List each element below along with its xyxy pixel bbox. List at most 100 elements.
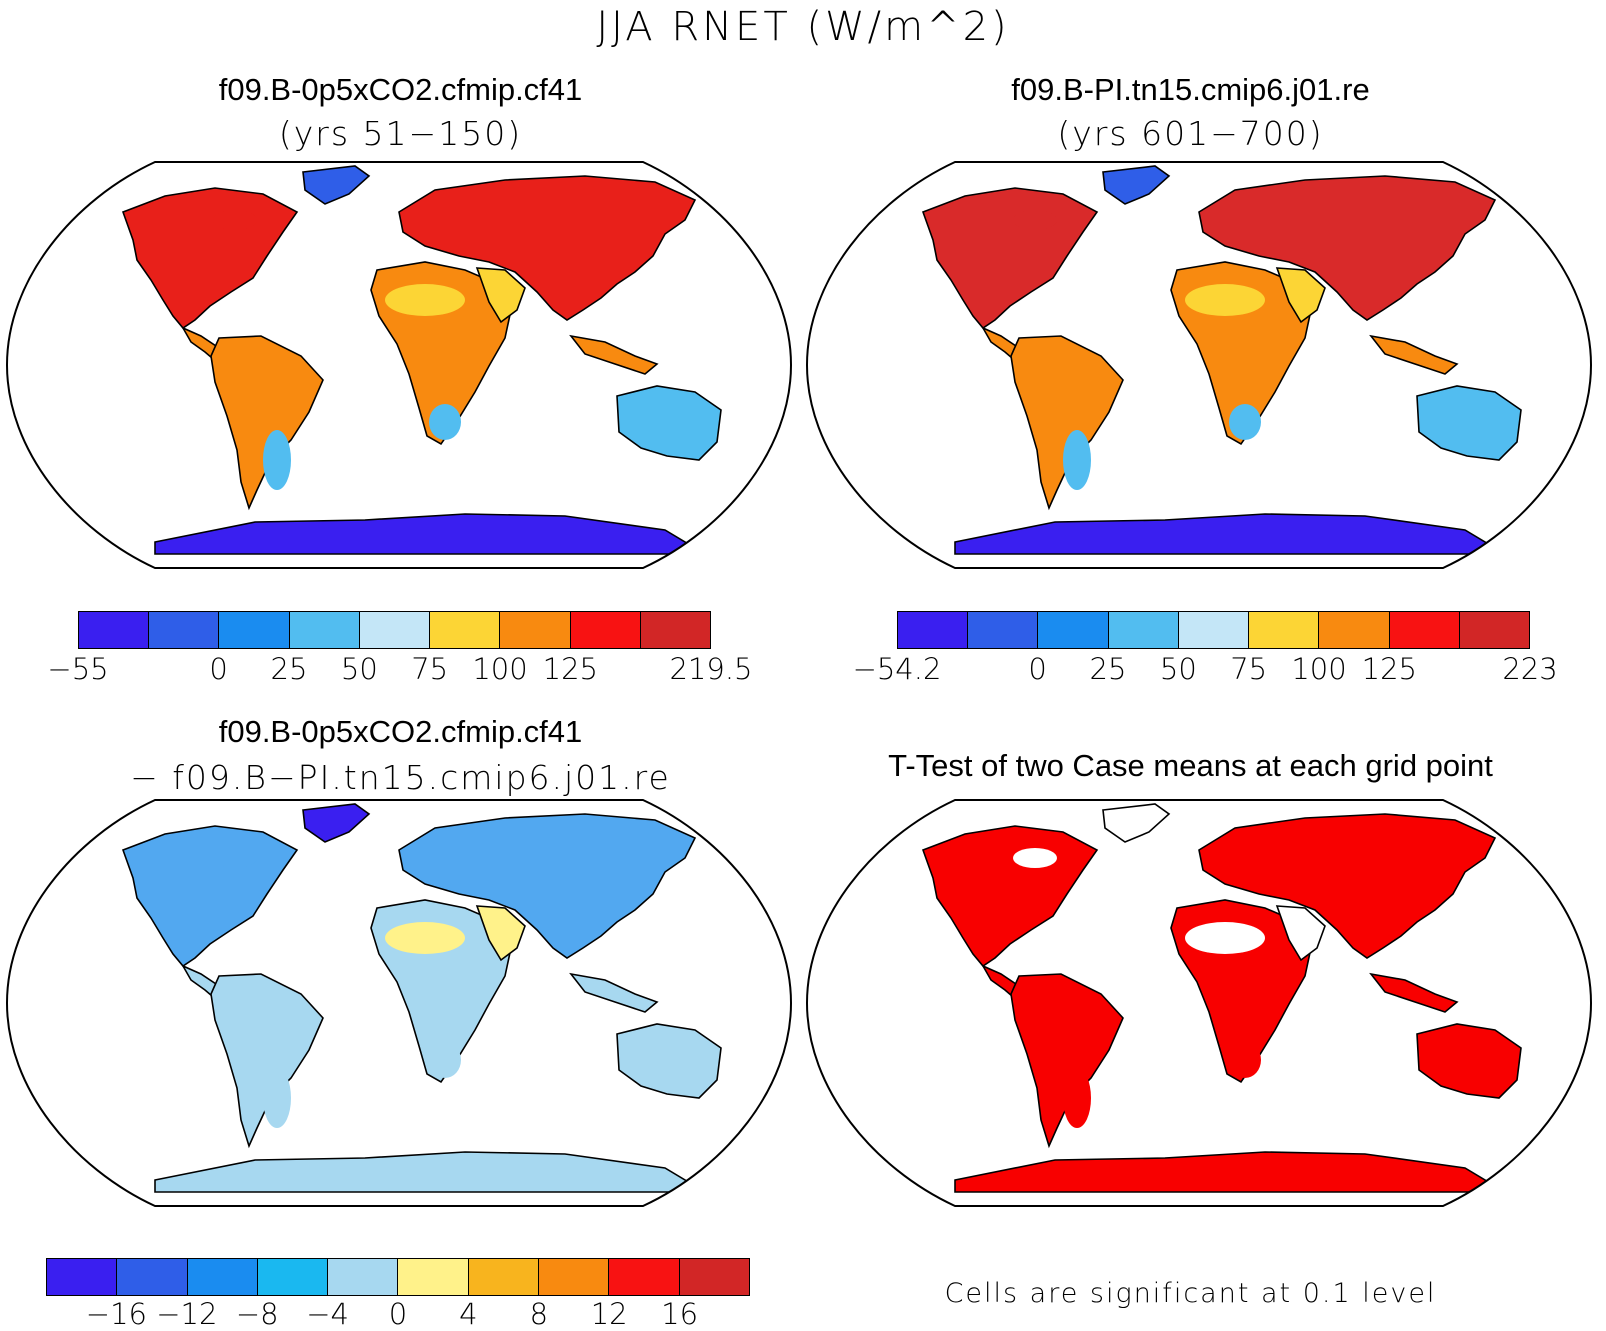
antarctica-region: [954, 513, 1508, 555]
north-america-region: [121, 825, 299, 968]
colorbar-tick-label: 50: [340, 652, 378, 686]
colorbar-bl-labels: −16 −12 −8 −4 0 4 8 12 16: [46, 1297, 750, 1331]
colorbar-swatch: [149, 612, 220, 648]
map-outline: [805, 161, 1593, 569]
colorbar-tick-label: −16: [85, 1297, 147, 1331]
panel-tr-subtitle: (yrs 601−700): [1057, 114, 1324, 153]
colorbar-tl-labels: −55 0 25 50 75 100 125 219.5: [47, 652, 752, 688]
colorbar-tick-label: 100: [472, 652, 528, 686]
map-outline: [805, 799, 1593, 1207]
colorbar-tick-label: 75: [1230, 652, 1268, 686]
arabia-region: [1275, 905, 1326, 962]
colorbar-tick-label: 8: [529, 1297, 549, 1331]
australia-region: [616, 1023, 722, 1099]
canada-patch: [1013, 210, 1057, 230]
colorbar-tick-label: 100: [1291, 652, 1347, 686]
north-america-region: [921, 825, 1099, 968]
map-outline: [5, 799, 793, 1207]
greenland-region: [302, 803, 371, 843]
map-panel-br: [805, 799, 1593, 1207]
southern-south-america-patch: [1063, 1068, 1091, 1128]
colorbar-tick-label: −12: [156, 1297, 218, 1331]
colorbar-swatch: [539, 1259, 610, 1295]
south-america-region: [210, 335, 324, 511]
panel-bl-subtitle: − f09.B−PI.tn15.cmip6.j01.re: [130, 758, 671, 797]
colorbar-swatch: [1178, 612, 1250, 648]
north-america-region: [921, 187, 1099, 330]
eurasia-region: [398, 813, 697, 959]
colorbar-tick-label: 0: [1028, 652, 1047, 686]
colorbar-tick-label: 4: [459, 1297, 478, 1331]
colorbar-bl: [46, 1258, 750, 1296]
map-outline: [5, 161, 793, 569]
maritime-continent-region: [1369, 972, 1459, 1013]
colorbar-tick-label: 0: [209, 652, 228, 686]
colorbar-swatch: [328, 1259, 399, 1295]
greenland-region: [302, 165, 371, 205]
south-america-region: [210, 973, 324, 1149]
colorbar-tr-labels: −54.2 0 25 50 75 100 125 223: [853, 652, 1558, 688]
australia-region: [1416, 1023, 1522, 1099]
panel-tl-title: f09.B-0p5xCO2.cfmip.cf41: [218, 72, 583, 107]
colorbar-swatch: [1389, 612, 1460, 648]
colorbar-tick-label: 25: [1089, 652, 1127, 686]
eurasia-region: [1198, 813, 1497, 959]
sahara-patch: [1185, 922, 1265, 954]
colorbar-swatch: [609, 1259, 680, 1295]
colorbar-tick-label: 75: [411, 652, 449, 686]
colorbar-swatch: [898, 612, 969, 648]
sahara-patch: [385, 922, 465, 954]
panel-tl-subtitle: (yrs 51−150): [278, 114, 523, 153]
antarctica-region: [154, 513, 708, 555]
map-panel-tr: [805, 161, 1593, 569]
colorbar-tick-label: 16: [661, 1297, 699, 1331]
eurasia-region: [398, 175, 697, 321]
colorbar-tl: [78, 611, 711, 649]
southern-africa-patch: [429, 1042, 461, 1078]
arabia-region: [475, 267, 526, 324]
colorbar-swatch: [47, 1259, 118, 1295]
maritime-continent-region: [569, 972, 659, 1013]
colorbar-swatch: [398, 1259, 469, 1295]
colorbar-swatch: [679, 1259, 749, 1295]
colorbar-swatch: [640, 612, 710, 648]
colorbar-swatch: [968, 612, 1039, 648]
australia-region: [616, 385, 722, 461]
southern-south-america-patch: [1063, 430, 1091, 490]
north-america-region: [121, 187, 299, 330]
colorbar-swatch: [117, 1259, 188, 1295]
figure-title: JJA RNET (W/m^2): [596, 4, 1010, 50]
colorbar-tick-label: −8: [235, 1297, 279, 1331]
colorbar-swatch: [1108, 612, 1179, 648]
colorbar-tick-label: 0: [388, 1297, 408, 1331]
south-america-region: [1010, 335, 1124, 511]
southern-africa-patch: [429, 404, 461, 440]
colorbar-tick-label: 219.5: [669, 652, 753, 686]
map-panel-bl: [5, 799, 793, 1207]
colorbar-tick-label: 50: [1159, 652, 1197, 686]
sahara-patch: [385, 284, 465, 316]
southern-africa-patch: [1229, 404, 1261, 440]
south-america-region: [1010, 973, 1124, 1149]
arabia-region: [475, 905, 526, 962]
colorbar-swatch: [1459, 612, 1529, 648]
arabia-region: [1275, 267, 1326, 324]
maritime-continent-region: [1369, 334, 1459, 375]
eurasia-region: [1198, 175, 1497, 321]
southern-south-america-patch: [263, 1068, 291, 1128]
maritime-continent-region: [569, 334, 659, 375]
canada-patch: [213, 848, 257, 868]
significance-note: Cells are significant at 0.1 level: [944, 1278, 1437, 1309]
colorbar-swatch: [430, 612, 501, 648]
southern-south-america-patch: [263, 430, 291, 490]
colorbar-swatch: [187, 1259, 258, 1295]
colorbar-swatch: [289, 612, 360, 648]
colorbar-swatch: [570, 612, 641, 648]
colorbar-swatch: [257, 1259, 329, 1295]
colorbar-tick-label: −4: [306, 1297, 349, 1331]
colorbar-tick-label: −54.2: [852, 652, 942, 686]
australia-region: [1416, 385, 1522, 461]
canada-patch: [1013, 848, 1057, 868]
colorbar-tick-label: 125: [1361, 652, 1418, 686]
colorbar-swatch: [1038, 612, 1109, 648]
